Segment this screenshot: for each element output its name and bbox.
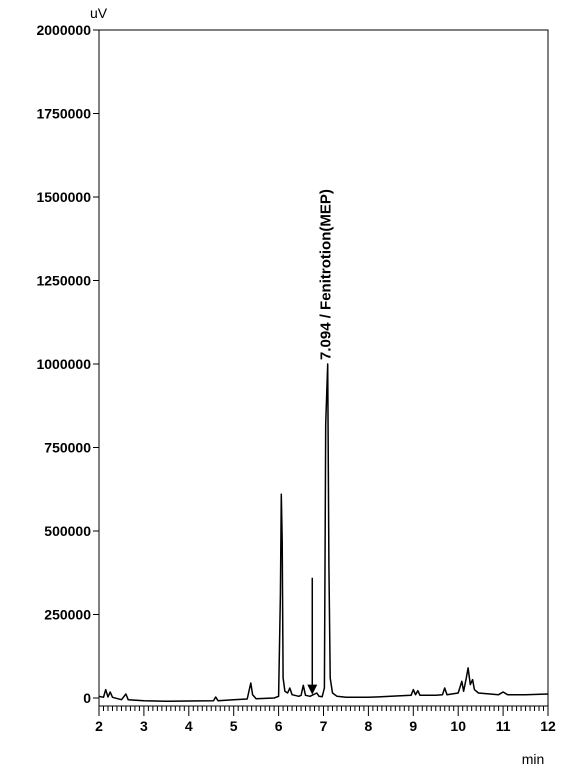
plot-area-frame — [98, 29, 549, 707]
x-tick-label: 12 — [540, 718, 556, 734]
annotations: 7.094 / Fenitrotion(MEP) — [307, 189, 335, 695]
y-tick-label: 250000 — [44, 607, 91, 623]
y-axis: 0 250000 500000 750000 1000000 1250000 1500000… — [36, 22, 99, 706]
arrow-down-icon — [307, 684, 318, 695]
x-tick-label: 10 — [450, 718, 466, 734]
x-tick-label: 9 — [409, 718, 417, 734]
y-tick-label: 750000 — [44, 440, 91, 456]
x-tick-label: 4 — [185, 718, 193, 734]
x-tick-label: 5 — [230, 718, 238, 734]
y-tick-label: 2000000 — [36, 22, 91, 38]
y-tick-label: 500000 — [44, 523, 91, 539]
y-tick-label: 0 — [83, 690, 91, 706]
x-unit-label: min — [522, 751, 545, 767]
y-tick-label: 1500000 — [36, 189, 91, 205]
y-tick-label: 1750000 — [36, 106, 91, 122]
x-tick-label: 3 — [140, 718, 148, 734]
chromatogram-trace — [98, 363, 549, 703]
x-axis: 2 3 4 5 6 7 8 9 10 11 12 — [95, 706, 556, 734]
y-tick-label: 1000000 — [36, 356, 91, 372]
y-tick-label: 1250000 — [36, 273, 91, 289]
y-unit-label: uV — [90, 5, 108, 21]
x-tick-label: 6 — [275, 718, 283, 734]
x-tick-label: 11 — [496, 718, 511, 734]
x-tick-label: 2 — [95, 718, 103, 734]
peak-label: 7.094 / Fenitrotion(MEP) — [318, 189, 335, 360]
x-tick-label: 7 — [320, 718, 328, 734]
x-tick-label: 8 — [365, 718, 373, 734]
